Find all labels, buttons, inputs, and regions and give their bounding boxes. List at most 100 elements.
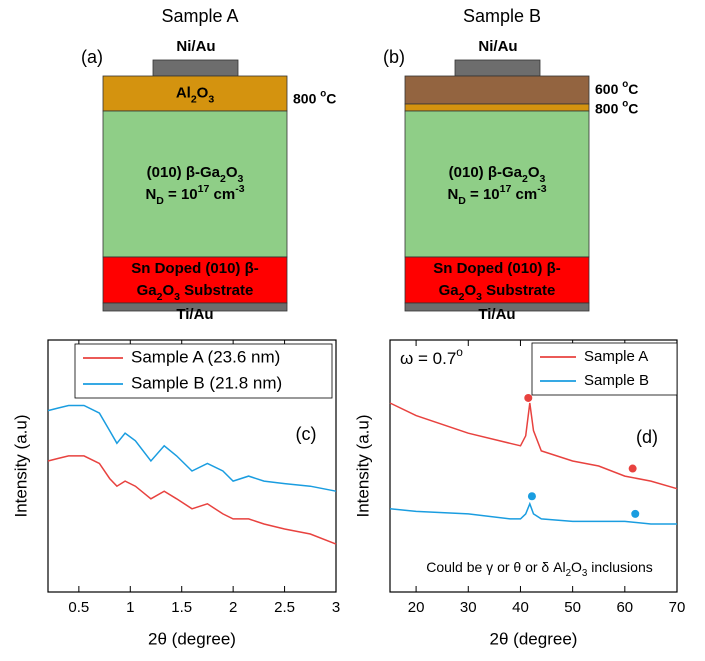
layer-label: (010) β-Ga2O3 (449, 164, 546, 185)
legend-label: Sample B (584, 372, 649, 389)
layer-label: Al2O3 (176, 84, 215, 105)
text-part: o (456, 345, 463, 359)
layer (404, 256, 590, 304)
text-part: O (528, 164, 540, 181)
panel-label: (a) (81, 47, 103, 67)
text-part: D (156, 195, 164, 207)
peak-marker (524, 393, 533, 402)
text-part: 2 (220, 173, 226, 185)
text-part: Ga (137, 282, 158, 299)
text-part: 3 (582, 568, 588, 579)
peak-marker (527, 492, 536, 501)
text-part: 3 (540, 173, 546, 185)
text-part: cm (511, 186, 537, 203)
layer (102, 256, 288, 304)
data-line (389, 402, 678, 490)
layer-label: ND = 1017 cm-3 (145, 183, 244, 207)
x-tick-label: 1 (126, 599, 134, 616)
text-part: O (464, 282, 476, 299)
text-part: C (628, 100, 638, 116)
annotation: Could be γ or θ or δ Al2O3 inclusions (426, 559, 652, 579)
text-part: 2 (191, 93, 197, 105)
legend-box (531, 342, 678, 396)
layer-label: Ga2O3 Substrate (439, 282, 556, 303)
diagram-title: Sample A (161, 6, 238, 26)
y-axis-label: Intensity (a.u) (353, 415, 372, 518)
text-part: -3 (235, 183, 244, 195)
data-line (47, 455, 337, 545)
plot-frame (47, 339, 337, 593)
diagram-title: Sample B (463, 6, 541, 26)
layer-label: (010) β-Ga2O3 (147, 164, 244, 185)
text-part: N (447, 186, 458, 203)
legend-box (74, 343, 333, 399)
x-tick-label: 3 (332, 599, 340, 616)
text-part: 3 (174, 291, 180, 303)
legend-label: Sample A (23.6 nm) (131, 347, 280, 366)
text-part: 2 (459, 291, 465, 303)
data-line (47, 404, 337, 492)
panel-label: (b) (383, 47, 405, 67)
text-part: 2 (566, 568, 571, 579)
panel-label: (c) (296, 424, 317, 444)
text-part: 2 (522, 173, 528, 185)
text-part: N (145, 186, 156, 203)
layer-label: Sn Doped (010) β- (131, 260, 259, 277)
x-tick-label: 1.5 (171, 599, 192, 616)
text-part: O (162, 282, 174, 299)
text-part: o (622, 79, 628, 90)
x-tick-label: 0.5 (68, 599, 89, 616)
text-part: = 10 (466, 186, 500, 203)
legend-label: Sample A (584, 348, 648, 365)
x-tick-label: 60 (616, 599, 633, 616)
text-part: D (458, 195, 466, 207)
text-part: O (226, 164, 238, 181)
peak-marker (628, 464, 637, 473)
annotation: ω = 0.7o (400, 345, 463, 368)
data-line (389, 501, 677, 525)
text-part: 3 (208, 93, 214, 105)
x-tick-label: 70 (669, 599, 686, 616)
text-part: 800 (595, 100, 622, 116)
panel-label: (d) (636, 427, 658, 447)
peak-marker (631, 509, 640, 518)
x-axis-label: 2θ (degree) (148, 629, 236, 648)
layer-label: ND = 1017 cm-3 (447, 183, 546, 207)
text-part: O (571, 559, 582, 575)
temperature-label: 800 oC (293, 89, 336, 107)
text-part: Sn Doped (010) β- (433, 260, 561, 277)
text-part: 600 (595, 81, 622, 97)
layer (404, 103, 590, 112)
x-tick-label: 30 (460, 599, 477, 616)
text-part: (010) β-Ga (449, 164, 523, 181)
x-tick-label: 40 (512, 599, 529, 616)
y-axis-label: Intensity (a.u) (11, 415, 30, 518)
text-part: Substrate (180, 282, 253, 299)
x-tick-label: 2.5 (274, 599, 295, 616)
temperature-label: 800 oC (595, 99, 638, 117)
layer (102, 75, 288, 112)
x-tick-label: 50 (564, 599, 581, 616)
bottom-contact (102, 302, 288, 312)
bottom-contact-label: Ti/Au (176, 306, 213, 323)
text-part: C (628, 81, 638, 97)
text-part: 17 (500, 183, 512, 195)
x-tick-label: 20 (408, 599, 425, 616)
text-part: o (622, 99, 628, 110)
bottom-contact-label: Ti/Au (478, 306, 515, 323)
text-part: o (320, 89, 326, 100)
text-part: 2 (157, 291, 163, 303)
text-part: ω = 0.7 (400, 349, 456, 368)
text-part: 3 (476, 291, 482, 303)
x-tick-label: 2 (229, 599, 237, 616)
x-axis-label: 2θ (degree) (490, 629, 578, 648)
text-part: Substrate (482, 282, 555, 299)
legend-label: Sample B (21.8 nm) (131, 373, 282, 392)
top-contact (454, 59, 541, 77)
text-part: Ga (439, 282, 460, 299)
layer (102, 110, 288, 258)
text-part: = 10 (164, 186, 198, 203)
temperature-label: 600 oC (595, 79, 638, 97)
bottom-contact (404, 302, 590, 312)
